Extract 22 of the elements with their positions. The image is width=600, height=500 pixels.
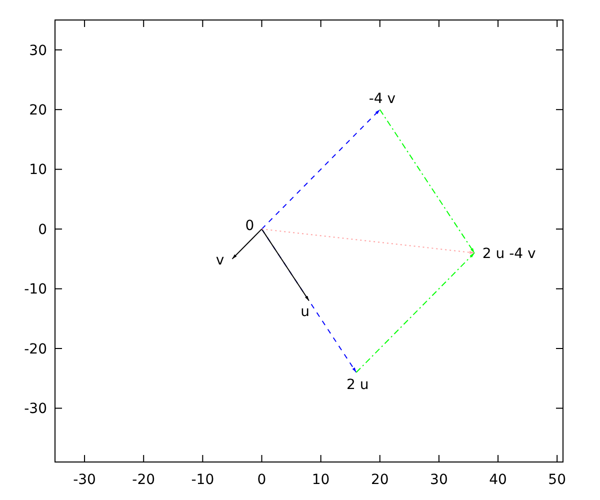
y-tick-label: 10 <box>29 162 47 178</box>
x-tick-label: 10 <box>312 472 330 488</box>
x-tick-label: -30 <box>73 472 96 488</box>
x-tick-label: 30 <box>430 472 448 488</box>
y-tick-label: 20 <box>29 102 47 118</box>
x-tick-label: -10 <box>191 472 214 488</box>
annotation: 0 <box>245 218 254 234</box>
y-tick-label: -20 <box>24 341 47 358</box>
x-tick-label: -20 <box>132 472 156 488</box>
annotation: u <box>300 304 310 320</box>
annotation: 2 u <box>346 377 369 394</box>
y-tick-label: -30 <box>24 401 47 418</box>
annotation: -4 v <box>368 91 396 108</box>
annotation: 2 u -4 v <box>482 246 536 262</box>
y-tick-label: -10 <box>24 282 47 298</box>
y-tick-label: 30 <box>29 42 47 59</box>
x-tick-label: 0 <box>257 472 266 488</box>
x-tick-label: 50 <box>548 472 566 488</box>
annotation: v <box>216 252 224 268</box>
y-tick-label: 0 <box>38 222 47 238</box>
x-tick-label: 20 <box>370 472 389 488</box>
x-tick-label: 40 <box>489 472 507 488</box>
